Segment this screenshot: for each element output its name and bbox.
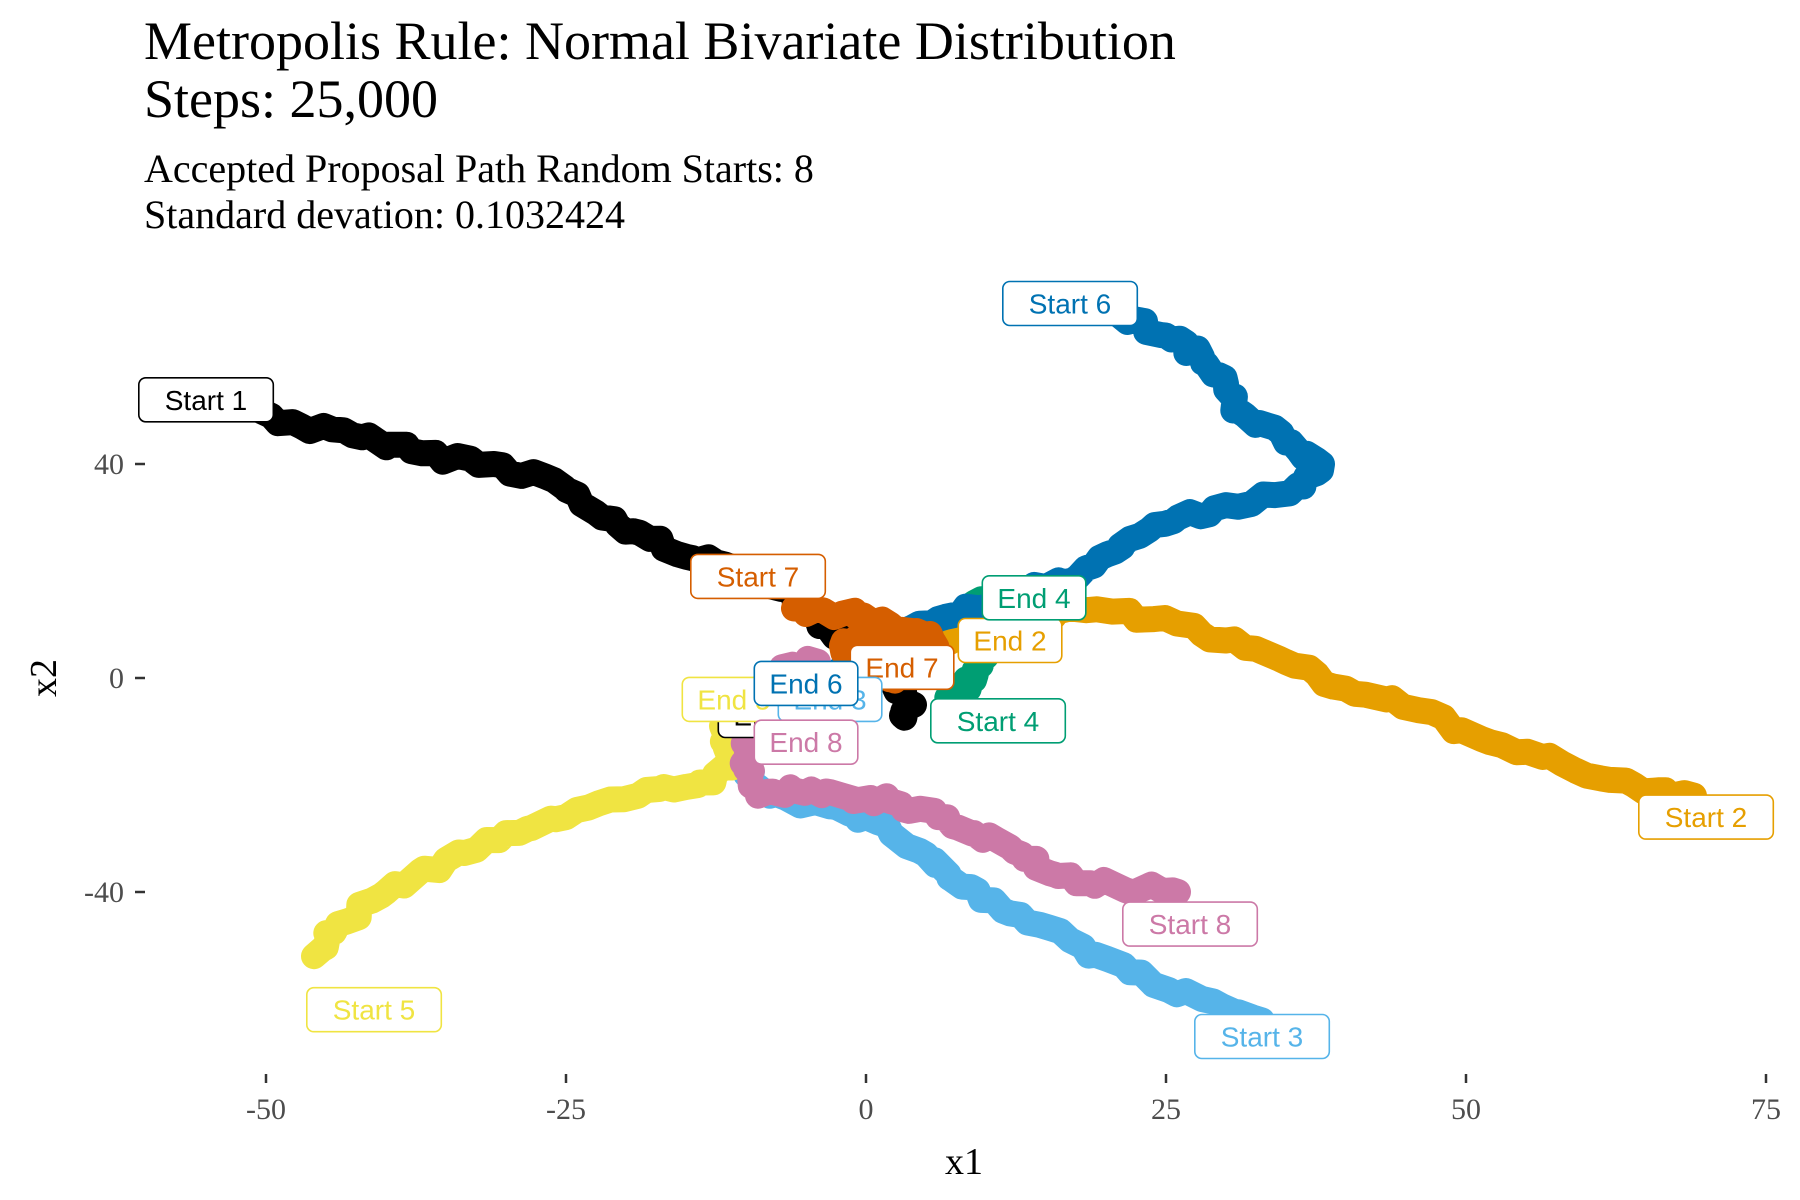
path-label-11: Start 4 xyxy=(929,697,1067,744)
x-tick-label: 50 xyxy=(1451,1093,1481,1126)
chart-title: Metropolis Rule: Normal Bivariate Distri… xyxy=(144,12,1176,128)
path-label-5: End 4 xyxy=(981,574,1087,621)
label-box xyxy=(138,376,275,423)
label-box xyxy=(929,697,1067,744)
chart-subtitle-line-2: Standard devation: 0.1032424 xyxy=(144,192,626,237)
path-label-1: Start 1 xyxy=(138,376,275,423)
label-box xyxy=(753,660,859,707)
label-text: End 6 xyxy=(769,668,842,699)
series-line xyxy=(301,674,783,970)
paths-layer xyxy=(229,301,1707,1034)
label-text: Start 6 xyxy=(1029,289,1111,320)
x-tick-label: -50 xyxy=(246,1093,286,1126)
chart-subtitle-line-1: Accepted Proposal Path Random Starts: 8 xyxy=(144,146,814,191)
x-tick-label: -25 xyxy=(546,1093,586,1126)
path-label-16: Start 3 xyxy=(1194,1013,1331,1060)
label-box xyxy=(305,986,443,1033)
x-tick-label: 25 xyxy=(1151,1093,1181,1126)
label-text: Start 1 xyxy=(165,385,247,416)
path-label-4: End 2 xyxy=(957,617,1063,664)
y-tick-label: 40 xyxy=(94,448,124,481)
path-label-14: Start 8 xyxy=(1122,901,1259,947)
series-path-5 xyxy=(301,674,783,970)
label-box xyxy=(981,574,1087,621)
label-text: Start 8 xyxy=(1149,909,1231,940)
label-box xyxy=(1122,901,1259,947)
label-text: Start 2 xyxy=(1665,802,1747,833)
y-axis-title: x2 xyxy=(23,659,65,697)
path-label-15: Start 5 xyxy=(305,986,443,1033)
x-axis-title: x1 xyxy=(945,1141,983,1183)
label-text: End 8 xyxy=(769,727,842,758)
label-text: End 2 xyxy=(973,626,1046,657)
label-box xyxy=(1001,280,1139,327)
y-tick-label: -40 xyxy=(84,876,124,909)
path-label-13: Start 2 xyxy=(1638,794,1775,840)
label-box xyxy=(1638,794,1775,840)
x-tick-label: 75 xyxy=(1751,1093,1781,1126)
chart-title-line-1: Metropolis Rule: Normal Bivariate Distri… xyxy=(144,11,1176,71)
label-box xyxy=(689,553,827,600)
label-box xyxy=(1194,1013,1331,1060)
label-text: Start 5 xyxy=(333,995,415,1026)
path-label-3: Start 6 xyxy=(1001,280,1139,327)
y-tick-label: 0 xyxy=(109,662,124,695)
path-label-12: End 8 xyxy=(753,719,859,766)
x-tick-label: 0 xyxy=(859,1093,874,1126)
chart-subtitle: Accepted Proposal Path Random Starts: 8 … xyxy=(144,146,814,238)
axes-layer: -50 -25 0 25 50 75 -40 0 40 xyxy=(84,448,1781,1126)
label-box xyxy=(753,719,859,766)
label-text: End 4 xyxy=(997,583,1070,614)
path-label-10: End 6 xyxy=(753,660,859,707)
label-text: Start 7 xyxy=(717,561,799,592)
chart-title-line-2: Steps: 25,000 xyxy=(144,69,439,129)
path-label-2: Start 7 xyxy=(689,553,827,600)
label-text: Start 3 xyxy=(1221,1022,1303,1053)
label-text: Start 4 xyxy=(957,706,1039,737)
